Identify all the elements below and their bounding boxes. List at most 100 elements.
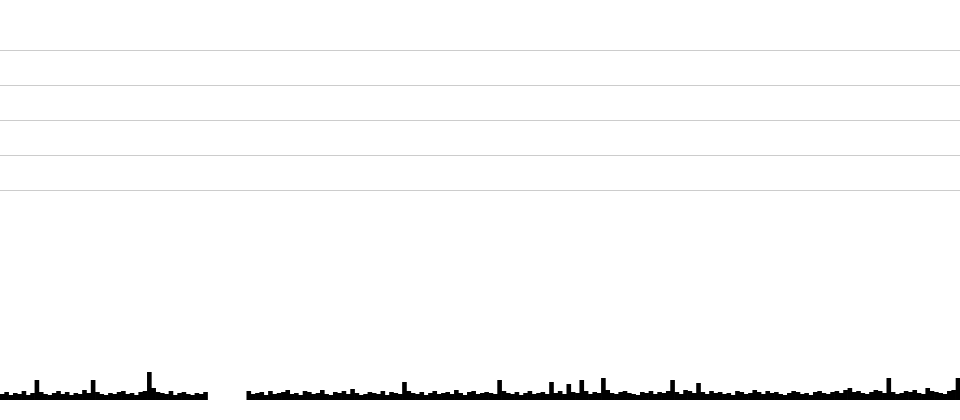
bar bbox=[497, 380, 502, 400]
bar bbox=[592, 392, 598, 400]
bar bbox=[657, 392, 662, 400]
bar bbox=[397, 394, 403, 400]
bar bbox=[942, 394, 948, 400]
bar bbox=[583, 391, 589, 400]
bar bbox=[47, 395, 53, 400]
bar bbox=[808, 395, 814, 400]
bar bbox=[436, 394, 442, 400]
bar bbox=[877, 391, 883, 400]
bar bbox=[17, 394, 22, 400]
bar bbox=[847, 388, 853, 400]
bar bbox=[402, 382, 407, 400]
bar bbox=[838, 393, 844, 400]
bar bbox=[726, 393, 732, 400]
bar bbox=[579, 380, 585, 400]
bar bbox=[544, 394, 550, 400]
bar bbox=[324, 394, 329, 400]
bar bbox=[605, 390, 611, 400]
bar bbox=[185, 394, 191, 400]
bar bbox=[268, 391, 273, 400]
bar bbox=[916, 393, 922, 400]
bar bbox=[164, 394, 169, 400]
bar bbox=[86, 393, 92, 400]
bar bbox=[380, 391, 386, 400]
bar bbox=[795, 392, 801, 400]
bar bbox=[423, 395, 429, 400]
bar bbox=[332, 392, 338, 400]
bar bbox=[350, 389, 355, 400]
bar bbox=[4, 392, 9, 400]
bar bbox=[951, 390, 956, 400]
bar bbox=[812, 392, 818, 400]
bar bbox=[713, 393, 719, 400]
bar bbox=[480, 393, 485, 400]
bar bbox=[687, 391, 693, 400]
bar bbox=[315, 393, 321, 400]
bar bbox=[929, 391, 935, 400]
bar bbox=[475, 394, 481, 400]
bar bbox=[259, 392, 265, 400]
bar bbox=[428, 393, 433, 400]
bar bbox=[588, 394, 593, 400]
bar bbox=[925, 388, 931, 400]
bar bbox=[168, 391, 174, 400]
bar bbox=[562, 394, 567, 400]
bar bbox=[151, 388, 156, 400]
bar bbox=[246, 391, 252, 400]
bar bbox=[289, 394, 295, 400]
bar bbox=[12, 393, 18, 400]
bar bbox=[77, 394, 83, 400]
bar bbox=[307, 392, 312, 400]
bar bbox=[696, 383, 701, 400]
bar bbox=[553, 393, 559, 400]
bar bbox=[263, 395, 269, 400]
bar bbox=[90, 380, 96, 400]
bar bbox=[778, 394, 783, 400]
bar bbox=[601, 378, 606, 400]
bar bbox=[129, 393, 135, 400]
bar bbox=[376, 394, 381, 400]
bar bbox=[860, 393, 866, 400]
bar bbox=[536, 393, 541, 400]
bar bbox=[761, 394, 766, 400]
bar bbox=[471, 391, 476, 400]
bar bbox=[367, 392, 373, 400]
bar bbox=[198, 394, 204, 400]
bar bbox=[501, 391, 507, 400]
bar bbox=[116, 392, 122, 400]
bar bbox=[631, 394, 636, 400]
bar bbox=[921, 394, 926, 400]
bar bbox=[328, 395, 334, 400]
bar bbox=[337, 393, 342, 400]
bar bbox=[665, 391, 671, 400]
bar bbox=[30, 393, 35, 400]
bar bbox=[60, 394, 66, 400]
bar bbox=[449, 394, 455, 400]
bar bbox=[787, 393, 792, 400]
bar bbox=[843, 390, 848, 400]
bar bbox=[661, 393, 667, 400]
bar bbox=[38, 392, 44, 400]
bar bbox=[566, 384, 572, 400]
bar bbox=[134, 395, 139, 400]
bar bbox=[523, 393, 528, 400]
bar bbox=[112, 394, 118, 400]
bar bbox=[21, 391, 27, 400]
bar bbox=[869, 392, 874, 400]
bar bbox=[717, 392, 723, 400]
bar bbox=[190, 395, 195, 400]
bar bbox=[782, 395, 788, 400]
bar bbox=[856, 391, 861, 400]
bar bbox=[103, 395, 109, 400]
bar bbox=[64, 392, 70, 400]
bar bbox=[371, 393, 377, 400]
bar bbox=[203, 392, 208, 400]
bar bbox=[769, 393, 775, 400]
bar bbox=[82, 390, 87, 400]
gridlines bbox=[0, 50, 960, 191]
bar bbox=[298, 395, 303, 400]
bar bbox=[255, 393, 260, 400]
bar bbox=[752, 390, 758, 400]
bar bbox=[596, 393, 602, 400]
